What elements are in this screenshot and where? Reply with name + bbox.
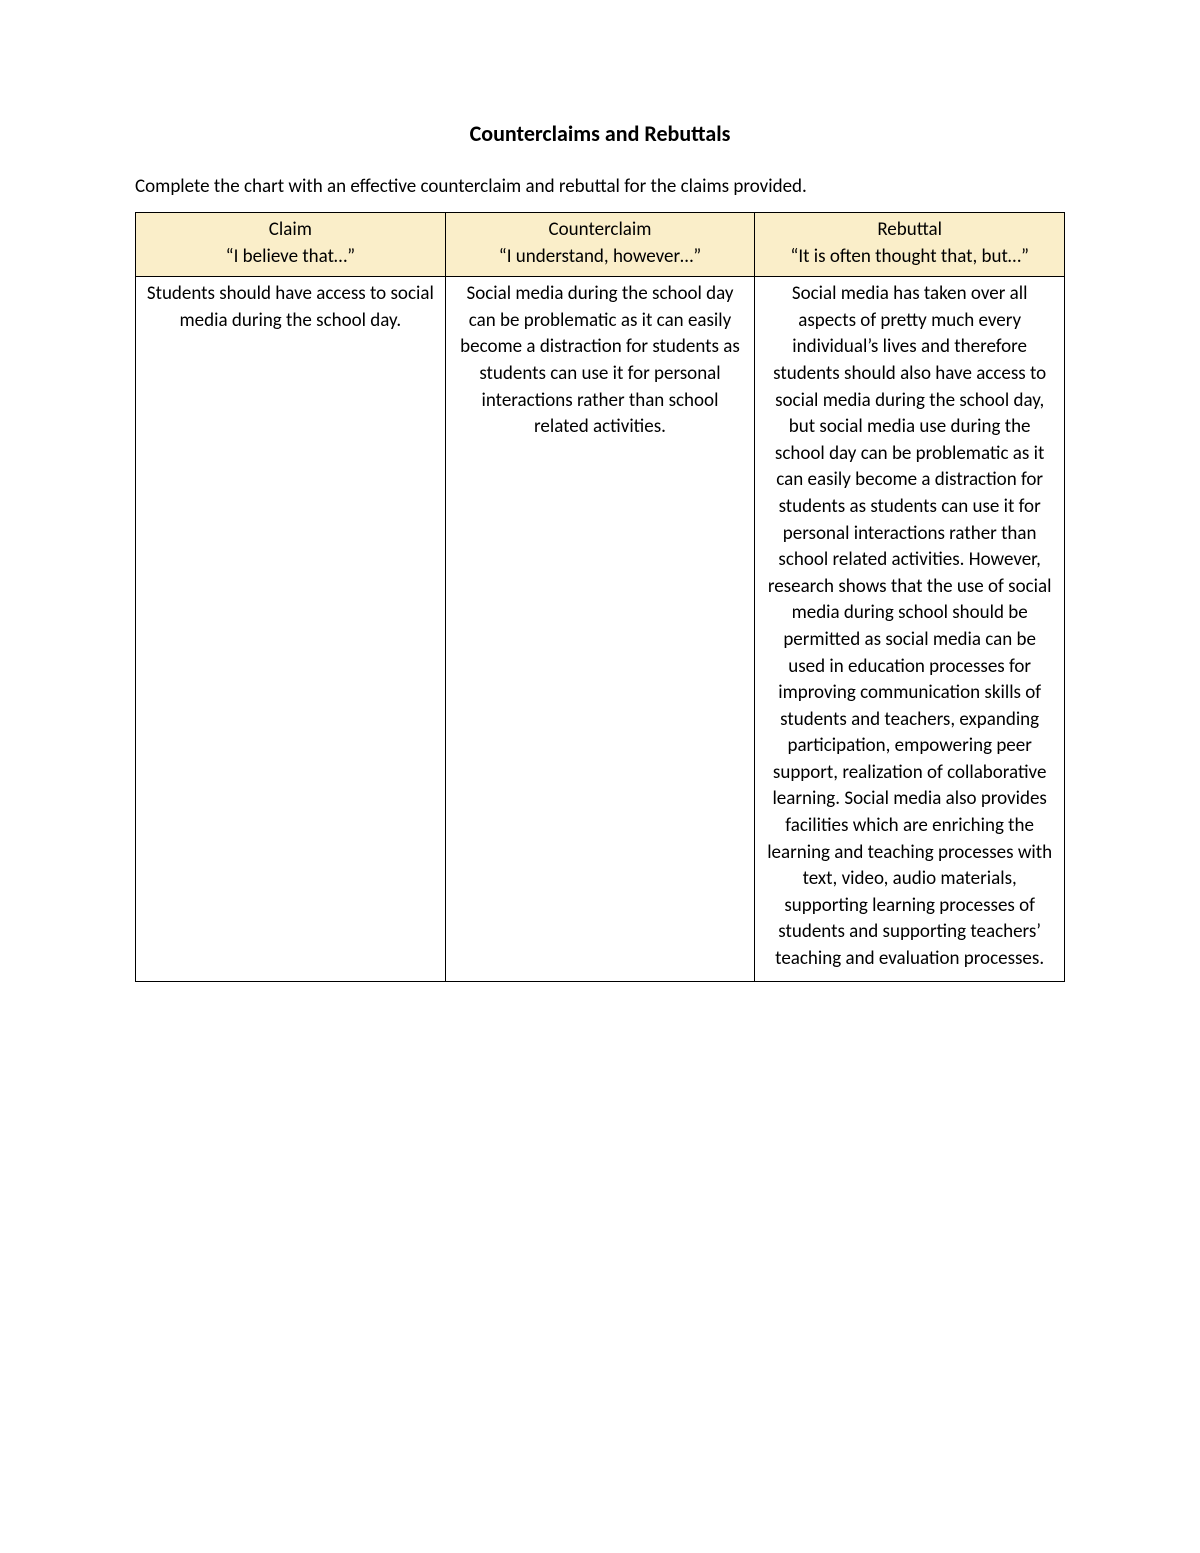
cell-claim: Students should have access to social me… — [136, 277, 446, 981]
column-title: Rebuttal — [763, 217, 1056, 244]
counterclaims-table: Claim “I believe that…” Counterclaim “I … — [135, 212, 1065, 982]
instruction-text: Complete the chart with an effective cou… — [135, 175, 1065, 198]
column-subtitle: “I believe that…” — [144, 244, 437, 271]
column-subtitle: “It is often thought that, but…” — [763, 244, 1056, 271]
cell-rebuttal: Social media has taken over all aspects … — [755, 277, 1065, 981]
table-header-row: Claim “I believe that…” Counterclaim “I … — [136, 213, 1065, 277]
column-header-rebuttal: Rebuttal “It is often thought that, but…… — [755, 213, 1065, 277]
column-header-claim: Claim “I believe that…” — [136, 213, 446, 277]
table-row: Students should have access to social me… — [136, 277, 1065, 981]
column-subtitle: “I understand, however…” — [454, 244, 747, 271]
column-header-counterclaim: Counterclaim “I understand, however…” — [445, 213, 755, 277]
column-title: Counterclaim — [454, 217, 747, 244]
page-title: Counterclaims and Rebuttals — [135, 120, 1065, 147]
column-title: Claim — [144, 217, 437, 244]
cell-counterclaim: Social media during the school day can b… — [445, 277, 755, 981]
document-page: Counterclaims and Rebuttals Complete the… — [0, 0, 1200, 982]
